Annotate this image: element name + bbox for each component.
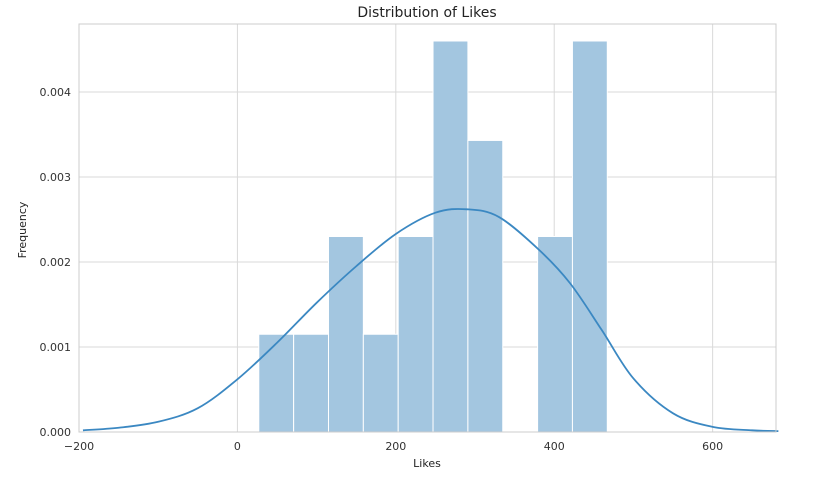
x-tick-label: 200 (385, 440, 406, 453)
histogram-bar (432, 40, 469, 433)
x-tick-label: −200 (64, 440, 94, 453)
y-axis-label: Frequency (16, 201, 29, 258)
plot-frame (78, 23, 777, 433)
y-tick-label: 0.004 (40, 86, 72, 99)
histogram-bars (258, 40, 608, 433)
histogram-bar (571, 40, 608, 433)
y-tick-label: 0.000 (40, 426, 72, 439)
x-axis-label: Likes (413, 457, 441, 470)
y-tick-label: 0.003 (40, 171, 72, 184)
kde-curve (82, 208, 779, 433)
x-tick-label: 0 (234, 440, 241, 453)
x-axis-ticks: −200 0 200 400 600 (64, 440, 723, 453)
histogram-bar (327, 236, 364, 433)
histogram-bar (293, 333, 329, 433)
y-tick-label: 0.001 (40, 341, 72, 354)
histogram-bar (258, 333, 295, 433)
histogram-bar (397, 236, 434, 433)
histogram-bar (467, 139, 504, 433)
chart-title: Distribution of Likes (357, 5, 496, 21)
x-tick-label: 600 (702, 440, 723, 453)
x-tick-label: 400 (544, 440, 565, 453)
y-axis-ticks: 0.000 0.001 0.002 0.003 0.004 (40, 86, 72, 439)
y-tick-label: 0.002 (40, 256, 72, 269)
histogram-bar (362, 333, 399, 433)
